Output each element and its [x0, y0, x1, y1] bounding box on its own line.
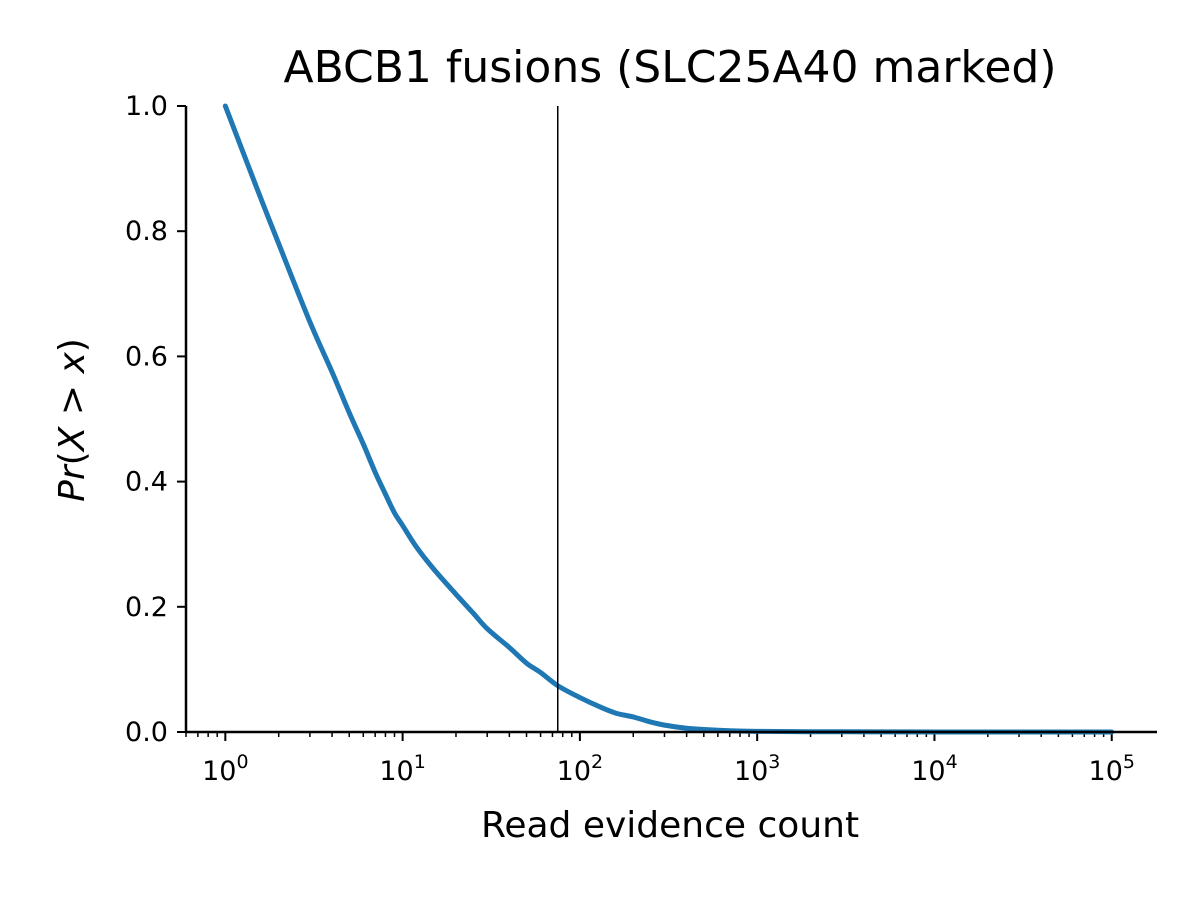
y-axis-label: Pr(X > x)	[52, 338, 93, 502]
x-tick-label: 103	[734, 751, 780, 787]
y-tick-label: 0.0	[125, 717, 168, 748]
y-tick-label: 1.0	[125, 91, 168, 122]
x-tick-label: 105	[1089, 751, 1135, 787]
x-major-ticks: 100 101 102 103 104 105	[202, 732, 1135, 787]
y-ticks: 0.0 0.2 0.4 0.6 0.8 1.0	[125, 91, 186, 748]
y-tick-label: 0.4	[125, 467, 168, 498]
y-tick-label: 0.8	[125, 216, 168, 247]
x-tick-label: 104	[911, 751, 957, 787]
y-tick-label: 0.6	[125, 341, 168, 372]
series-line	[222, 103, 1115, 735]
x-tick-label: 100	[202, 751, 248, 787]
x-tick-label: 101	[379, 751, 425, 787]
x-axis-label: Read evidence count	[481, 805, 859, 846]
chart-title: ABCB1 fusions (SLC25A40 marked)	[283, 42, 1056, 93]
plot-area: 100 101 102 103 104 105 0.0 0.2 0.4 0.6 0.8 1.0	[125, 91, 1157, 787]
x-tick-label: 102	[557, 751, 603, 787]
y-tick-label: 0.2	[125, 592, 168, 623]
